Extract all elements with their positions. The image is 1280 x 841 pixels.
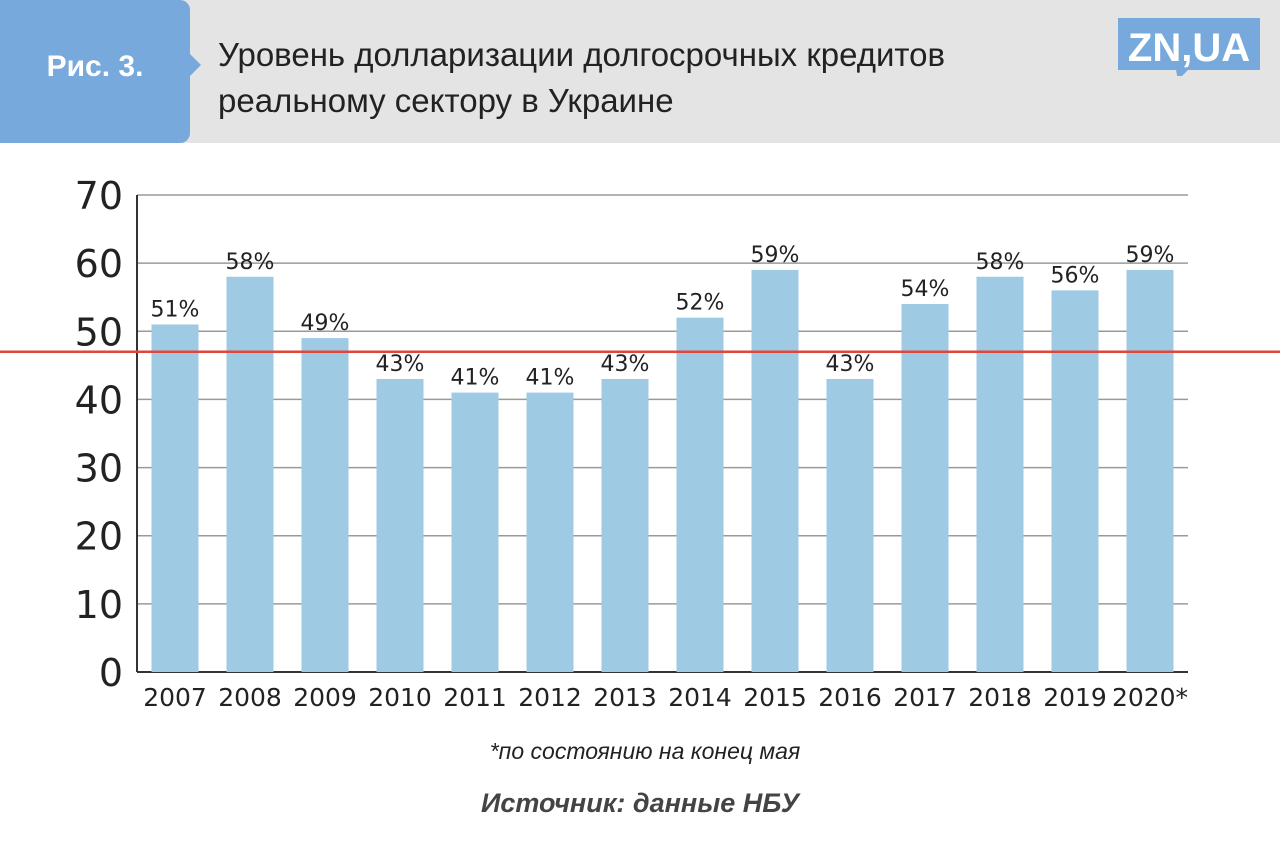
data-label: 54%: [901, 277, 950, 302]
x-tick-label: 2019: [1043, 683, 1107, 712]
x-tick-label: 2017: [893, 683, 957, 712]
header-band: [0, 0, 1280, 143]
bar: [301, 338, 349, 672]
data-label: 58%: [226, 250, 275, 275]
bar: [226, 276, 274, 672]
chart-title-line1: Уровень долларизации долгосрочных кредит…: [218, 36, 946, 73]
bar: [676, 317, 724, 672]
x-tick-label: 2008: [218, 683, 282, 712]
chart-title: Уровень долларизации долгосрочных кредит…: [218, 32, 1098, 124]
data-label: 59%: [751, 243, 800, 268]
x-tick-label: 2011: [443, 683, 507, 712]
data-label: 56%: [1051, 263, 1100, 288]
x-tick-label: 2015: [743, 683, 807, 712]
x-tick-label: 2007: [143, 683, 207, 712]
x-tick-label: 2014: [668, 683, 732, 712]
bar: [901, 304, 949, 672]
x-tick-label: 2009: [293, 683, 357, 712]
bar: [376, 378, 424, 672]
x-tick-label: 2013: [593, 683, 657, 712]
y-tick-label: 60: [75, 242, 123, 286]
x-tick-label: 2010: [368, 683, 432, 712]
bar: [526, 392, 574, 672]
x-tick-label: 2016: [818, 683, 882, 712]
y-tick-label: 70: [75, 174, 123, 218]
data-label: 52%: [676, 291, 725, 316]
data-label: 58%: [976, 250, 1025, 275]
y-tick-label: 10: [75, 583, 123, 627]
bar: [151, 324, 199, 672]
data-label: 51%: [151, 297, 200, 322]
figure-tab: [0, 0, 190, 143]
y-tick-label: 40: [75, 378, 123, 422]
bar: [601, 378, 649, 672]
data-label: 59%: [1126, 243, 1175, 268]
bar-chart: 0 10 20 30 40 50 60 70 51% 2007 58% 2008 49% 2009 43% 2…: [0, 174, 1280, 712]
chart-title-line2: реальному сектору в Украине: [218, 82, 674, 119]
bar: [751, 269, 799, 672]
y-tick-label: 20: [75, 515, 123, 559]
logo-text: ZN,UA: [1128, 26, 1250, 70]
x-tick-label: 2012: [518, 683, 582, 712]
x-tick-label: 2020*: [1112, 683, 1188, 712]
footnote: *по состоянию на конец мая: [489, 738, 801, 764]
data-label: 41%: [451, 366, 500, 391]
x-tick-label: 2018: [968, 683, 1032, 712]
bar: [451, 392, 499, 672]
bar: [1126, 269, 1174, 672]
bar: [976, 276, 1024, 672]
figure-tab-arrow: [188, 52, 201, 78]
logo-speech-bubble: [1118, 18, 1260, 76]
data-label: 41%: [526, 366, 575, 391]
source-note: Источник: данные НБУ: [480, 788, 800, 818]
data-label: 43%: [601, 352, 650, 377]
bar: [826, 378, 874, 672]
data-label: 43%: [376, 352, 425, 377]
y-tick-label: 50: [75, 310, 123, 354]
data-label: 49%: [301, 311, 350, 336]
y-tick-label: 0: [99, 651, 123, 695]
bar: [1051, 290, 1099, 672]
zn-ua-logo: ZN,UA: [1118, 18, 1260, 76]
data-label: 43%: [826, 352, 875, 377]
y-tick-label: 30: [75, 447, 123, 491]
figure-label: Рис. 3.: [46, 50, 144, 83]
